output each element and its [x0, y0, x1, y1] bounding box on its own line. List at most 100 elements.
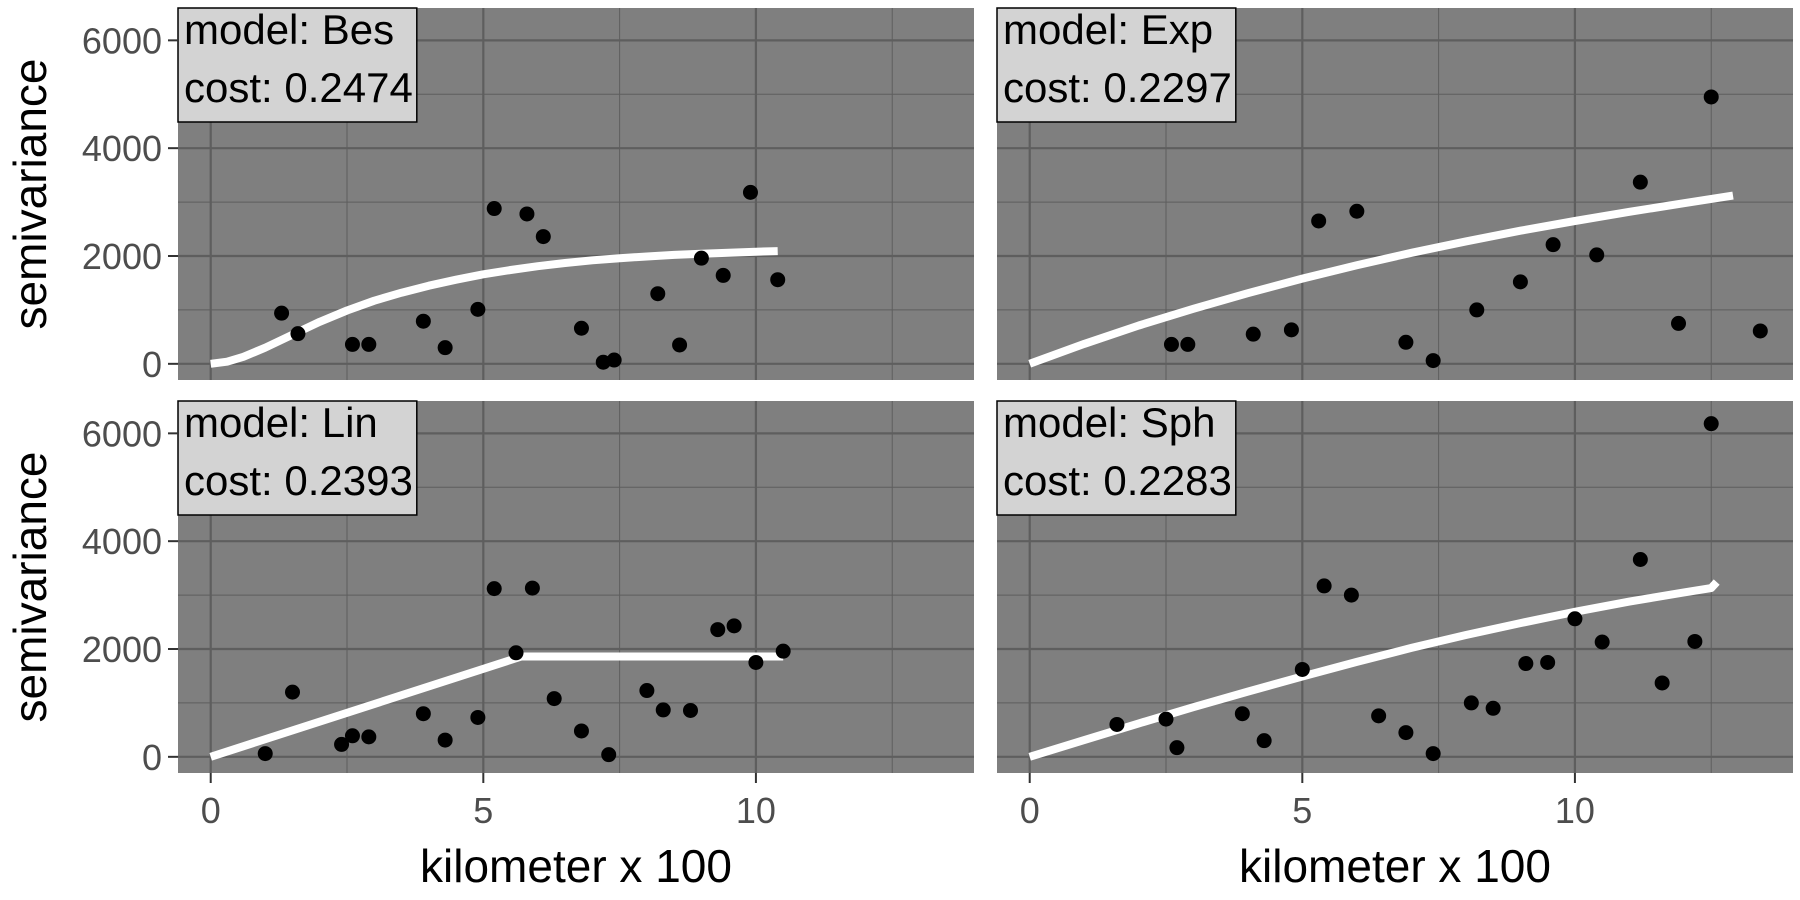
- data-point: [1256, 733, 1272, 749]
- data-point: [672, 337, 688, 353]
- data-point: [726, 618, 742, 634]
- data-point: [1703, 416, 1719, 432]
- panel-2: model: Exp cost: 0.2297: [996, 6, 1793, 380]
- data-point: [1398, 725, 1414, 741]
- data-point: [650, 286, 666, 302]
- x-tick-label: 5: [473, 790, 493, 831]
- data-point: [334, 736, 350, 752]
- y-axis-title: semivariance: [4, 59, 56, 330]
- data-point: [1234, 706, 1250, 722]
- data-point: [437, 340, 453, 356]
- data-point: [519, 206, 535, 222]
- y-axis-title: semivariance: [4, 452, 56, 723]
- data-point: [693, 250, 709, 266]
- model-label-box: model: Sph cost: 0.2283: [996, 399, 1237, 516]
- data-point: [1654, 675, 1670, 691]
- data-point: [682, 702, 698, 718]
- data-point: [1283, 322, 1299, 338]
- data-point: [1371, 708, 1387, 724]
- data-point: [257, 746, 273, 762]
- y-tick-label: 0: [142, 737, 162, 778]
- x-tick-label: 10: [1555, 790, 1595, 831]
- y-tick-label: 6000: [82, 413, 162, 454]
- data-point: [1752, 323, 1768, 339]
- label-box-background: [996, 7, 1237, 123]
- data-point: [748, 654, 764, 670]
- data-point: [535, 229, 551, 245]
- data-point: [775, 643, 791, 659]
- cost-label: cost: 0.2474: [184, 64, 413, 111]
- panel-4: model: Sph cost: 0.2283: [996, 399, 1793, 773]
- data-point: [573, 320, 589, 336]
- label-box-background: [177, 7, 418, 123]
- data-point: [1632, 174, 1648, 190]
- data-point: [361, 336, 377, 352]
- data-point: [1463, 695, 1479, 711]
- data-point: [1545, 237, 1561, 253]
- data-point: [715, 267, 731, 283]
- data-point: [415, 706, 431, 722]
- data-point: [1632, 552, 1648, 568]
- data-point: [1180, 336, 1196, 352]
- data-point: [508, 645, 524, 661]
- data-point: [344, 728, 360, 744]
- x-tick-label: 0: [1020, 790, 1040, 831]
- data-point: [1398, 334, 1414, 350]
- data-point: [1316, 578, 1332, 594]
- x-tick-label: 5: [1292, 790, 1312, 831]
- data-point: [1425, 353, 1441, 369]
- data-point: [1245, 326, 1261, 342]
- data-point: [1294, 661, 1310, 677]
- model-label-box: model: Bes cost: 0.2474: [177, 6, 418, 123]
- data-point: [486, 581, 502, 597]
- model-label: model: Sph: [1003, 399, 1215, 446]
- data-point: [1163, 336, 1179, 352]
- data-point: [1540, 654, 1556, 670]
- data-point: [710, 622, 726, 638]
- model-label: model: Lin: [184, 399, 378, 446]
- data-point: [1671, 315, 1687, 331]
- data-point: [524, 580, 540, 596]
- cost-label: cost: 0.2393: [184, 457, 413, 504]
- data-point: [1594, 634, 1610, 650]
- y-tick-label: 4000: [82, 521, 162, 562]
- label-box-background: [996, 400, 1237, 516]
- data-point: [361, 729, 377, 745]
- x-axis-title: kilometer x 100: [420, 840, 732, 892]
- data-point: [1109, 716, 1125, 732]
- data-point: [486, 201, 502, 217]
- data-point: [1518, 656, 1534, 672]
- panel-1: model: Bes cost: 0.2474: [177, 6, 974, 380]
- data-point: [1512, 274, 1528, 290]
- y-tick-label: 6000: [82, 20, 162, 61]
- data-point: [606, 352, 622, 368]
- data-point: [742, 184, 758, 200]
- data-point: [1343, 587, 1359, 603]
- cost-label: cost: 0.2297: [1003, 64, 1232, 111]
- data-point: [1349, 203, 1365, 219]
- fit-line: [1028, 579, 1720, 761]
- model-label-box: model: Lin cost: 0.2393: [177, 399, 418, 516]
- data-point: [437, 732, 453, 748]
- x-tick-label: 0: [201, 790, 221, 831]
- model-label: model: Bes: [184, 6, 394, 53]
- data-point: [1485, 700, 1501, 716]
- data-point: [284, 684, 300, 700]
- data-point: [1311, 213, 1327, 229]
- data-point: [274, 305, 290, 321]
- model-label-box: model: Exp cost: 0.2297: [996, 6, 1237, 123]
- y-tick-label: 0: [142, 344, 162, 385]
- data-point: [1687, 633, 1703, 649]
- data-point: [770, 272, 786, 288]
- fit-line: [210, 247, 778, 368]
- data-point: [470, 709, 486, 725]
- panel-3: model: Lin cost: 0.2393: [177, 399, 974, 773]
- data-point: [573, 723, 589, 739]
- y-tick-label: 2000: [82, 236, 162, 277]
- y-tick-label: 4000: [82, 128, 162, 169]
- data-point: [1589, 247, 1605, 263]
- data-point: [1703, 89, 1719, 105]
- fit-line: [1028, 191, 1734, 368]
- x-axis-title: kilometer x 100: [1239, 840, 1551, 892]
